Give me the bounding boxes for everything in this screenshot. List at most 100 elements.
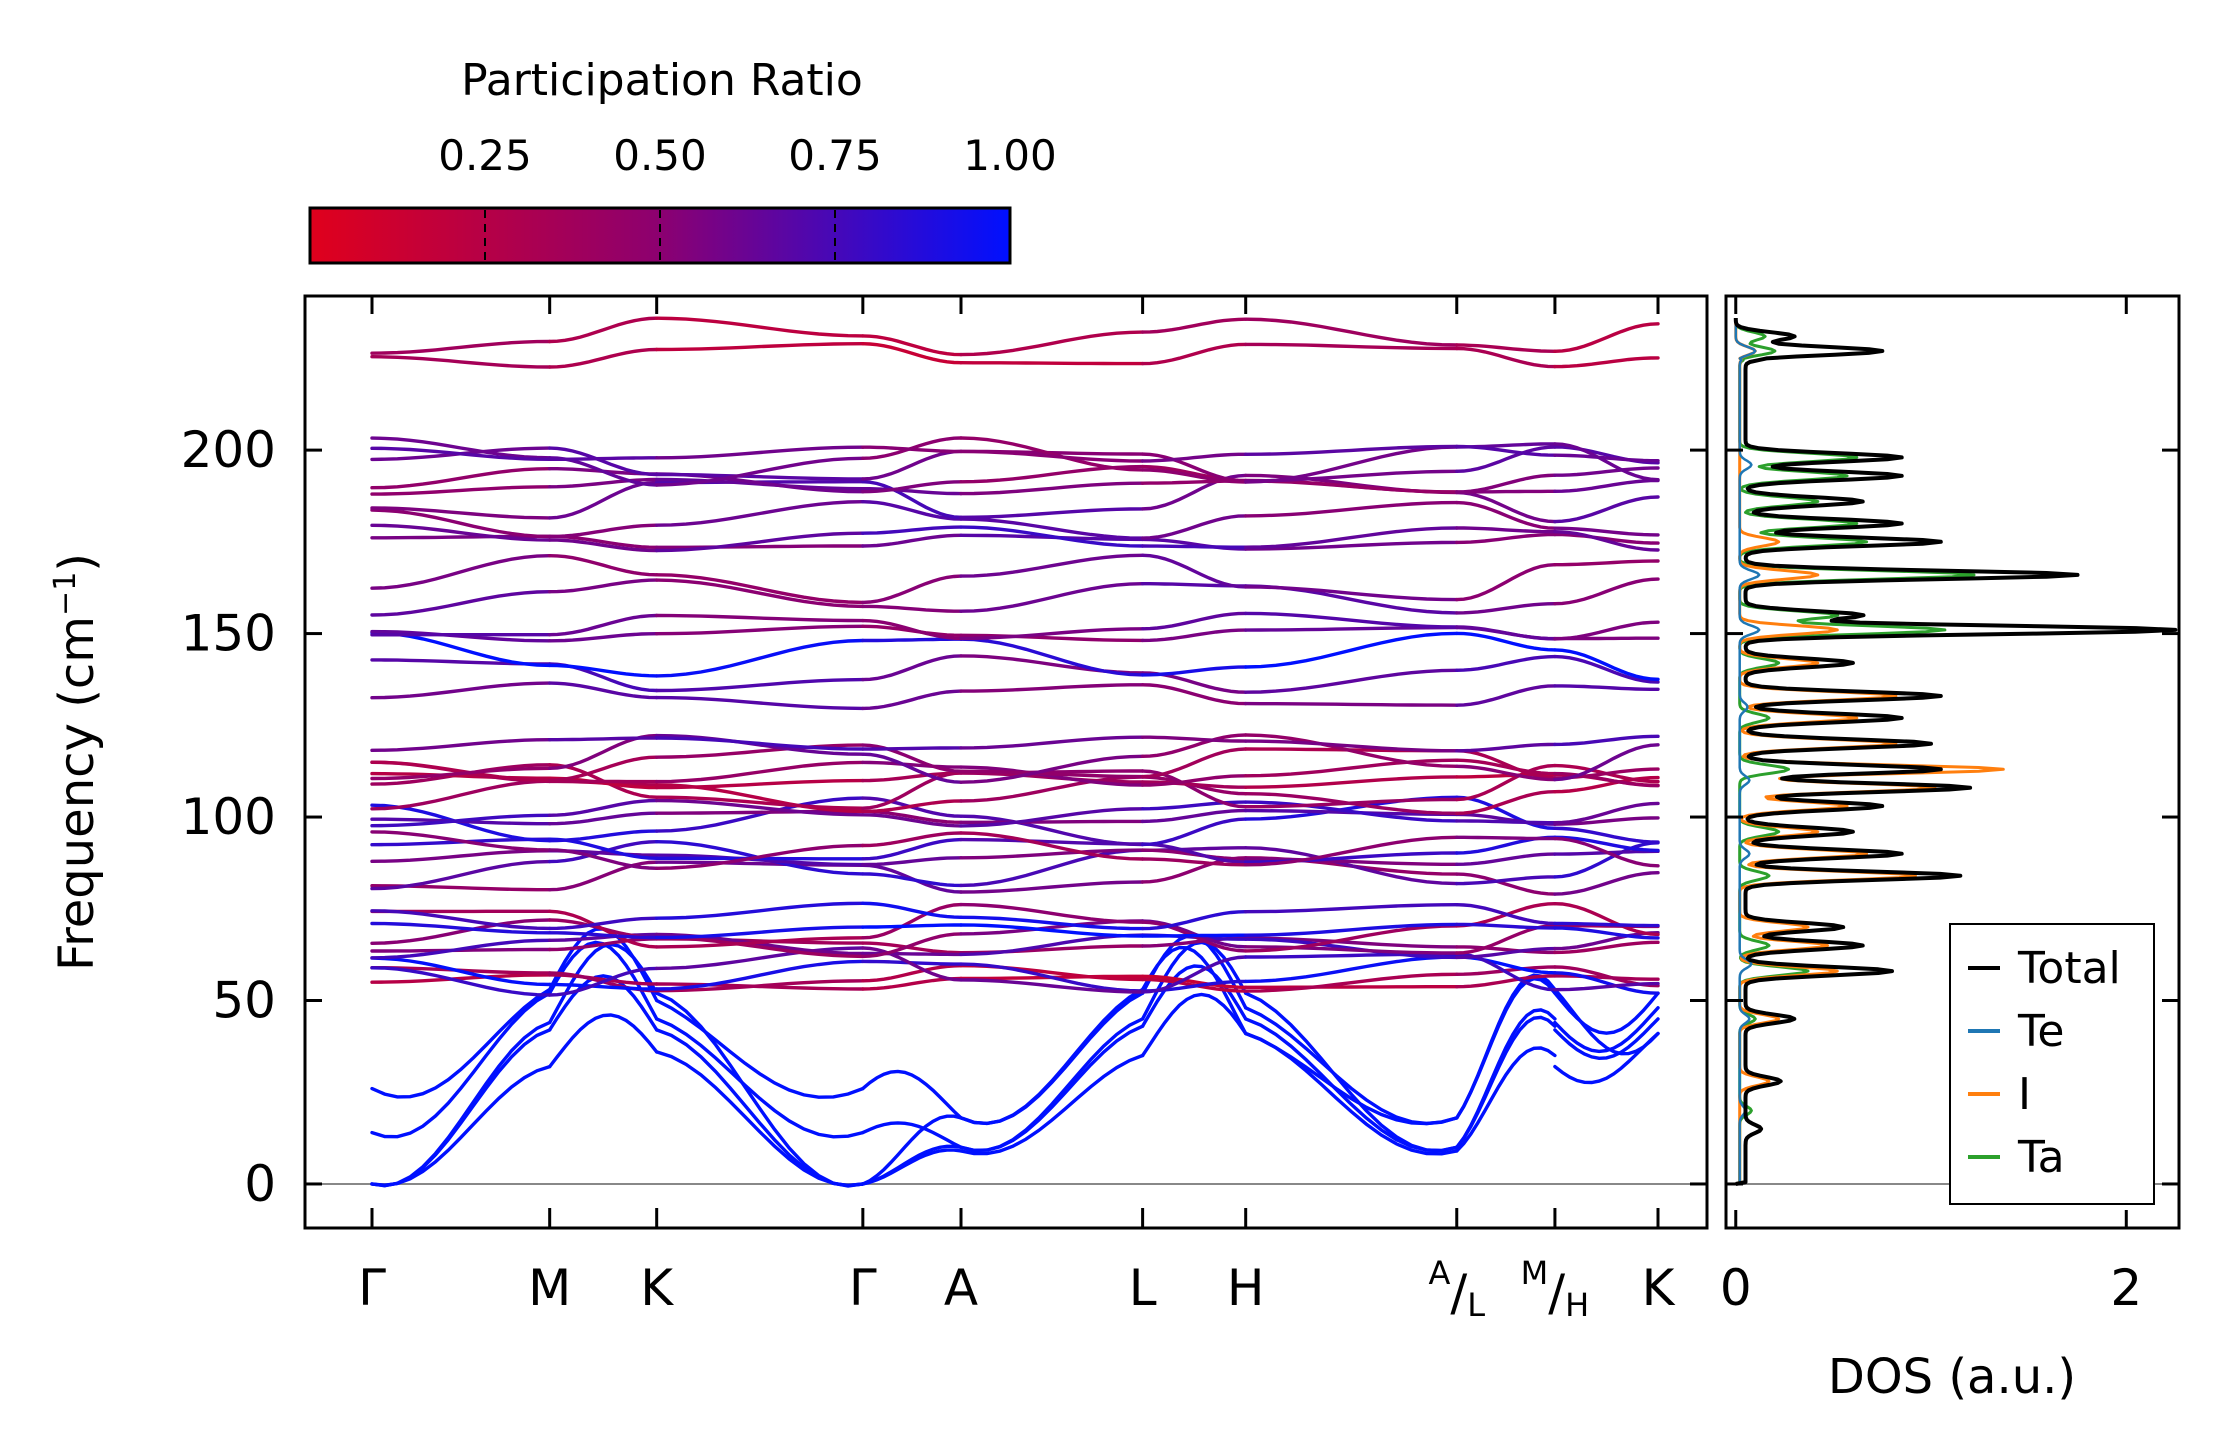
band-segment (959, 525, 1145, 548)
band-segment (1455, 631, 1557, 652)
band-segment (861, 771, 963, 810)
band-segment (1553, 987, 1660, 1056)
band-segment (861, 525, 963, 535)
band-segment (1553, 835, 1660, 853)
band-segment (548, 909, 659, 949)
band-segment (655, 843, 865, 870)
band-segment (1553, 775, 1660, 794)
k-label: Γ (849, 1259, 877, 1317)
band-segment (959, 683, 1145, 693)
band-segment (1455, 763, 1557, 802)
band-segment (959, 330, 1145, 357)
band-segment (1553, 620, 1660, 641)
band-segment (861, 449, 963, 481)
band-segment (861, 1121, 963, 1149)
band-segment (655, 573, 865, 605)
legend-label-te: Te (2017, 1006, 2064, 1057)
phonon-bands (370, 316, 1660, 1188)
band-segment (1553, 442, 1660, 482)
band-segment (370, 436, 552, 460)
band-segment (1140, 553, 1248, 589)
band-segment (1244, 758, 1459, 778)
band-segment (1140, 747, 1248, 779)
k-label: K (640, 1259, 674, 1317)
band-segment (548, 848, 659, 870)
band-segment (861, 760, 963, 769)
band-segment (655, 809, 865, 815)
band-segment (655, 695, 865, 711)
band-segment (959, 807, 1145, 828)
band-segment (861, 799, 963, 814)
band-segment (1244, 526, 1459, 549)
k-label: Γ (358, 1259, 386, 1317)
band-segment (1140, 452, 1248, 483)
band-segment (1553, 654, 1660, 684)
band-segment (655, 445, 865, 460)
band-segment (655, 578, 865, 609)
band-segment (1553, 940, 1660, 955)
band-segment (655, 544, 865, 549)
band-segment (370, 991, 552, 1139)
band-segment (370, 918, 552, 945)
band-segment (1455, 1046, 1557, 1153)
band-segment (1244, 739, 1459, 753)
band-segment (370, 779, 552, 811)
band-segment (370, 738, 552, 752)
band-segment (959, 1017, 1145, 1153)
k-label-sub: L (1467, 1286, 1485, 1324)
band-segment (655, 936, 865, 959)
band-segment (861, 604, 963, 613)
band-segment (959, 361, 1145, 366)
band-segment (370, 355, 552, 369)
band-segment (370, 766, 552, 781)
band-segment (1140, 910, 1248, 931)
dos-x-axis-label: DOS (a.u.) (1828, 1349, 2076, 1405)
band-segment (370, 973, 552, 984)
band-segment (1553, 871, 1660, 896)
band-segment (1140, 733, 1248, 758)
band-segment (1244, 585, 1459, 602)
band-segment (861, 487, 963, 496)
band-segment (1455, 526, 1557, 534)
band-segment (548, 755, 659, 782)
band-segment (959, 769, 1145, 779)
band-segment (959, 902, 1145, 924)
band-segment (1553, 971, 1660, 995)
band-segment (861, 500, 963, 521)
y-axis-label-main: Frequency (cm (49, 616, 105, 971)
band-segment (548, 974, 659, 1032)
band-segment (1244, 540, 1459, 551)
band-segment (370, 1064, 552, 1187)
y-tick-label: 200 (181, 421, 276, 479)
band-segment (861, 480, 963, 494)
band-segment (1455, 946, 1557, 960)
band-segment (1553, 1017, 1660, 1061)
band-segment (370, 1028, 552, 1188)
band-segment (655, 795, 865, 810)
band-segment (370, 590, 552, 617)
band-segment (1140, 468, 1248, 484)
band-segment (548, 347, 659, 369)
k-label-composite: M/H (1521, 1254, 1590, 1324)
colorbar-tick-label: 1.00 (963, 131, 1057, 180)
band-segment (1244, 500, 1459, 518)
band-segment (1553, 478, 1660, 493)
band-segment (370, 339, 552, 355)
band-segment (370, 987, 552, 1099)
k-label-composite: A/L (1428, 1254, 1485, 1324)
band-segment (370, 921, 552, 935)
band-segment (1140, 544, 1248, 549)
band-segment (1553, 532, 1660, 545)
band-segment (655, 613, 865, 623)
band-segment (655, 798, 865, 817)
legend: Total Te I Ta (1949, 923, 2155, 1205)
y-tick-label: 0 (244, 1155, 276, 1213)
band-segment (1244, 444, 1459, 456)
band-segment (959, 775, 1145, 803)
band-segment (1244, 445, 1459, 484)
band-segment (1455, 563, 1557, 602)
band-segment (959, 765, 1145, 787)
band-segment (1140, 842, 1248, 864)
band-segment (861, 1069, 963, 1120)
